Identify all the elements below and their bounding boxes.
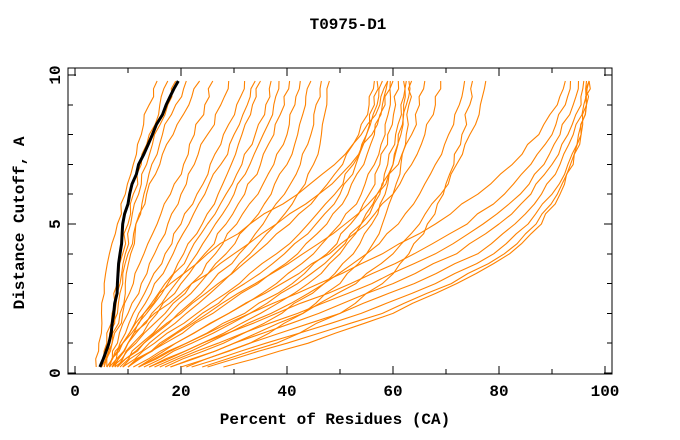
model-curve (223, 80, 590, 368)
model-curve (95, 80, 158, 368)
model-curve (108, 80, 246, 368)
model-curve (170, 80, 585, 368)
model-curve (111, 80, 301, 368)
model-curve (114, 80, 322, 368)
x-tick-label: 100 (591, 383, 620, 401)
model-curve (170, 80, 487, 368)
model-curve (138, 80, 566, 368)
model-curve (207, 80, 590, 368)
model-curve (111, 80, 256, 368)
model-curve (108, 80, 280, 368)
model-curve (127, 80, 426, 368)
x-tick-label: 40 (277, 383, 296, 401)
y-tick-label: 10 (47, 65, 65, 84)
model-curve (202, 80, 474, 368)
model-curve (164, 80, 407, 368)
x-tick-label: 80 (489, 383, 508, 401)
model-curve (103, 80, 214, 368)
x-tick-label: 0 (70, 383, 80, 401)
model-curve (117, 80, 375, 368)
highlight-curve (98, 80, 180, 368)
model-curve (143, 80, 411, 368)
model-curve (154, 80, 466, 368)
model-curve (101, 80, 201, 368)
model-curve (138, 80, 400, 368)
curves (95, 80, 591, 368)
model-curve (106, 80, 230, 368)
model-curve (127, 80, 379, 368)
model-curve (186, 80, 413, 368)
model-curve (108, 80, 389, 368)
model-curve (138, 81, 442, 368)
x-tick-label: 20 (171, 383, 190, 401)
model-curve (127, 80, 389, 368)
y-tick-label: 0 (47, 368, 65, 378)
model-curve (122, 80, 383, 368)
model-curve (148, 80, 572, 368)
model-curve (116, 80, 291, 368)
model-curve (159, 80, 580, 368)
axes: 0 20 40 60 80 100 0 5 10 (47, 65, 619, 401)
x-tick-label: 60 (383, 383, 402, 401)
model-curve (180, 80, 588, 368)
model-curve (111, 80, 391, 368)
model-curve (114, 80, 272, 368)
chart-title: T0975-D1 (310, 16, 387, 34)
model-curve (106, 80, 261, 368)
y-axis-label: Distance Cutoff, A (11, 136, 29, 309)
model-curve (103, 80, 177, 368)
y-tick-label: 5 (47, 219, 65, 229)
x-axis-label: Percent of Residues (CA) (220, 411, 450, 429)
